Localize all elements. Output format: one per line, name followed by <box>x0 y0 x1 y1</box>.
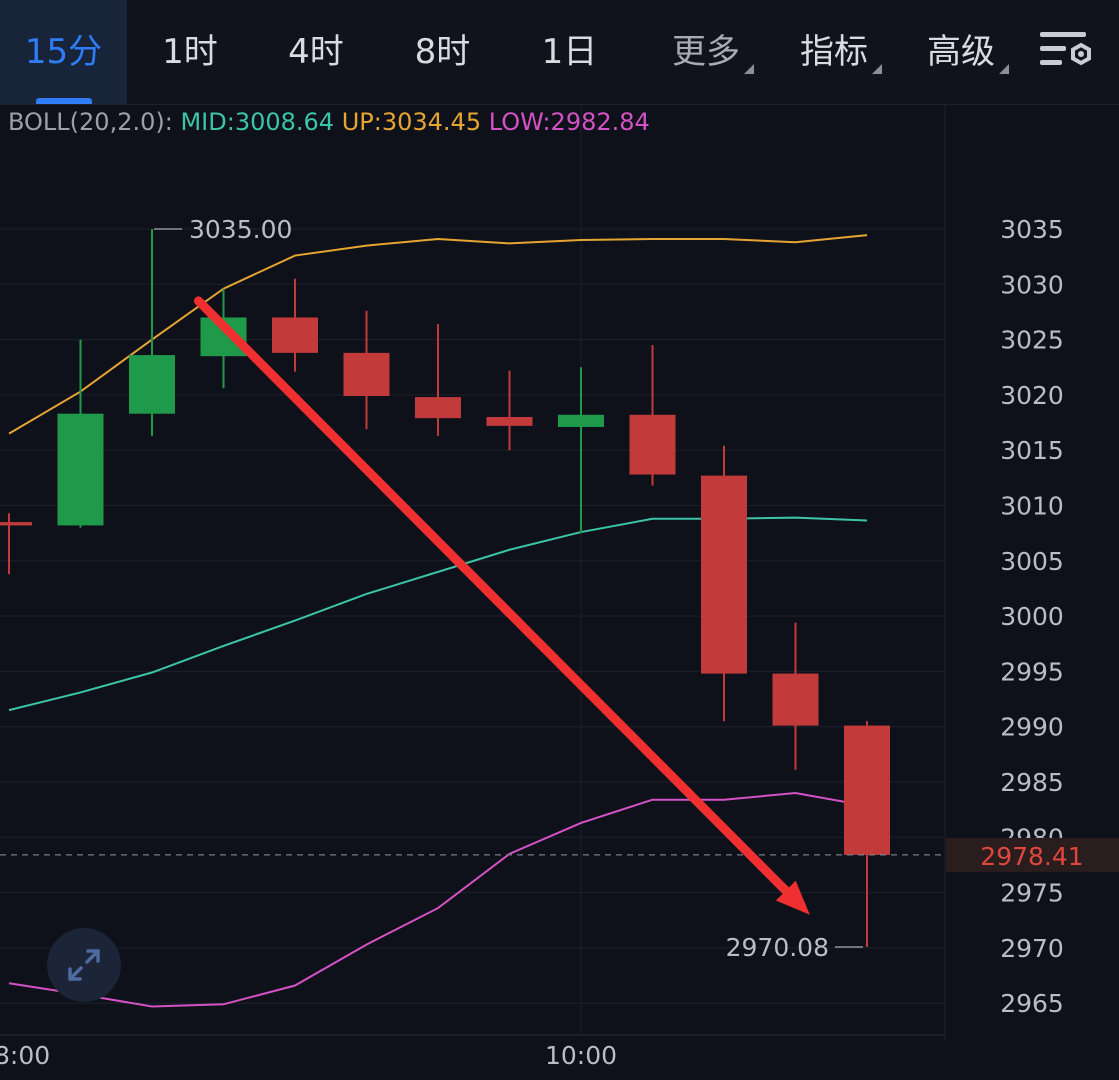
boll-low-value: LOW:2982.84 <box>488 108 650 136</box>
tab-4h-label: 4时 <box>288 32 344 72</box>
candle <box>844 721 890 948</box>
trend-arrow-head <box>775 880 810 915</box>
candle <box>0 513 32 575</box>
candle-body <box>558 414 604 427</box>
settings-sliders-icon <box>1040 32 1091 66</box>
y-tick-label: 2975 <box>1000 879 1064 908</box>
tab-indicators-dropdown[interactable]: 指标 <box>788 0 882 104</box>
candle <box>343 310 390 430</box>
dropdown-triangle-icon <box>744 64 754 74</box>
y-tick-label: 3020 <box>1000 381 1064 410</box>
candle <box>57 339 104 528</box>
tab-4h[interactable]: 4时 <box>253 0 379 104</box>
y-tick-label: 3035 <box>1000 215 1064 244</box>
candle-body <box>57 413 104 526</box>
tab-advanced-label: 高级 <box>927 32 995 72</box>
dropdown-triangle-icon <box>872 64 882 74</box>
candle-body <box>486 417 533 426</box>
high-price-label: 3035.00 <box>189 215 292 244</box>
candle-body <box>343 352 390 397</box>
tab-8h-label: 8时 <box>414 32 471 72</box>
candle-body <box>272 317 318 353</box>
chart-settings-button[interactable] <box>1036 26 1096 78</box>
candle <box>629 345 676 486</box>
tab-1d-label: 1日 <box>541 32 598 72</box>
boll-lower-line <box>8 792 868 1008</box>
candle-body <box>772 673 819 726</box>
y-tick-label: 2995 <box>1000 657 1064 686</box>
candle-body <box>844 725 890 855</box>
y-tick-label: 3005 <box>1000 547 1064 576</box>
boll-mid-value: MID:3008.64 <box>180 108 335 136</box>
fullscreen-button[interactable] <box>47 928 121 1002</box>
tab-8h[interactable]: 8时 <box>379 0 506 104</box>
boll-name: BOLL(20,2.0): <box>8 108 173 136</box>
boll-up-value: UP:3034.45 <box>341 108 482 136</box>
trend-arrow-shaft <box>193 296 791 896</box>
y-tick-label: 3030 <box>1000 270 1064 299</box>
candle <box>415 324 461 436</box>
y-tick-label: 2965 <box>1000 989 1064 1018</box>
last-price-tag <box>946 837 1119 872</box>
candle <box>558 367 604 534</box>
candle-body <box>629 414 676 475</box>
tab-1h-label: 1时 <box>162 32 218 72</box>
x-tick-label: 8:00 <box>0 1041 50 1070</box>
candle-body <box>0 522 32 526</box>
candle-body <box>415 397 461 419</box>
dropdown-triangle-icon <box>999 64 1009 74</box>
y-tick-label: 3025 <box>1000 326 1064 355</box>
tab-indicators-label: 指标 <box>800 32 868 72</box>
tab-1h[interactable]: 1时 <box>127 0 253 104</box>
expand-arrows-icon <box>68 949 100 981</box>
candle <box>772 622 819 770</box>
timeframe-toolbar: 15分 1时 4时 8时 1日 更多 指标 高级 <box>0 0 1119 105</box>
tab-more-label: 更多 <box>672 32 740 72</box>
tab-1d[interactable]: 1日 <box>506 0 633 104</box>
y-tick-label: 3000 <box>1000 602 1064 631</box>
last-price-label: 2978.41 <box>980 842 1083 871</box>
x-tick-label: 10:00 <box>545 1041 617 1070</box>
tab-15min-label: 15分 <box>24 32 103 72</box>
tab-more-dropdown[interactable]: 更多 <box>660 0 754 104</box>
y-tick-label: 2990 <box>1000 713 1064 742</box>
candle <box>701 445 747 722</box>
candle-body <box>129 355 175 414</box>
candle <box>129 229 175 436</box>
y-tick-label: 3015 <box>1000 436 1064 465</box>
y-tick-label: 2970 <box>1000 934 1064 963</box>
candle <box>272 278 318 372</box>
candle <box>486 370 533 451</box>
y-tick-label: 3010 <box>1000 492 1064 521</box>
active-tab-indicator <box>36 98 92 104</box>
boll-indicator-legend: BOLL(20,2.0): MID:3008.64 UP:3034.45 LOW… <box>8 108 650 136</box>
low-price-label: 2970.08 <box>726 933 829 962</box>
tab-advanced-dropdown[interactable]: 高级 <box>915 0 1009 104</box>
candle-body <box>701 475 747 674</box>
tab-15min[interactable]: 15分 <box>0 0 127 104</box>
y-tick-label: 2985 <box>1000 768 1064 797</box>
